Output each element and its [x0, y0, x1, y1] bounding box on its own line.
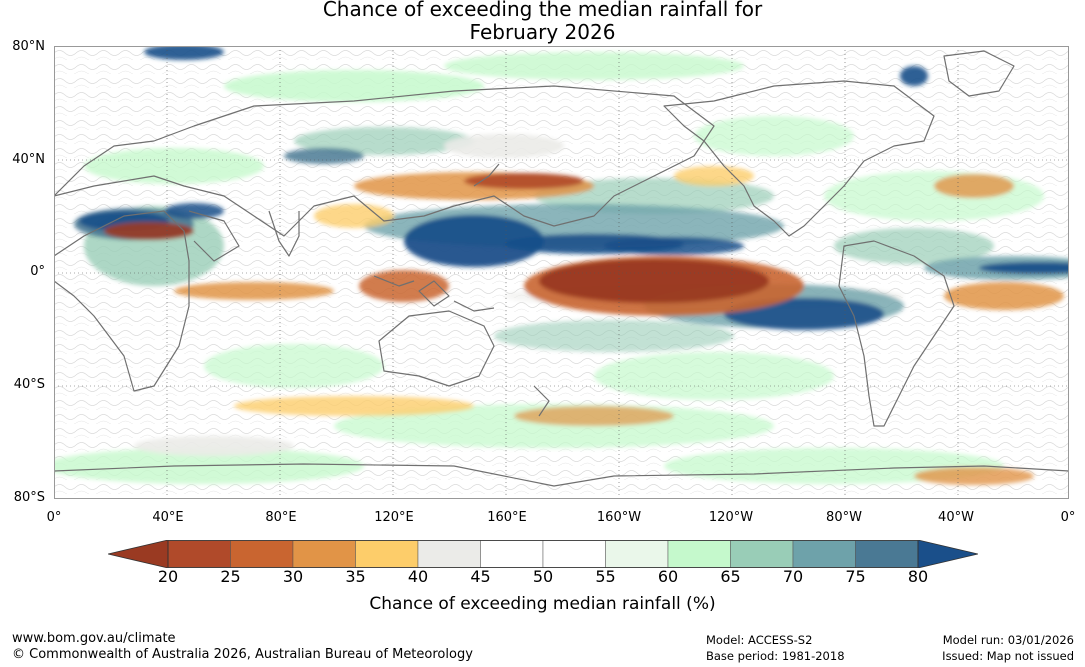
colorbar-tick-label: 50: [532, 567, 554, 586]
model-name: Model: ACCESS-S2: [706, 633, 813, 647]
colorbar-swatch: [355, 540, 419, 568]
lon-label-0: 0°: [46, 510, 62, 525]
lon-label-40e: 40°E: [152, 510, 184, 525]
lat-label-equator: 0°: [30, 264, 45, 279]
lat-label-80n: 80°N: [12, 39, 45, 54]
colorbar-swatch: [605, 540, 669, 568]
colorbar-swatch: [855, 540, 919, 568]
colorbar-swatch: [230, 540, 294, 568]
map-title-line1: Chance of exceeding the median rainfall …: [322, 0, 763, 21]
colorbar-tick-label: 75: [845, 567, 866, 586]
lon-label-120e: 120°E: [374, 510, 414, 525]
colorbar-arrow-high: [917, 540, 978, 568]
lon-label-160w: 160°W: [596, 510, 642, 525]
colorbar-arrow-low: [108, 540, 169, 568]
lon-label-80w: 80°W: [826, 510, 862, 525]
lon-label-80e: 80°E: [265, 510, 297, 525]
colorbar-swatch: [792, 540, 856, 568]
colorbar-tick-label: 40: [407, 567, 429, 586]
colorbar-tick-label: 25: [220, 567, 241, 586]
colorbar-swatch: [417, 540, 481, 568]
colorbar-tick-label: 60: [657, 567, 679, 586]
colorbar-swatch: [292, 540, 356, 568]
colorbar-tick-label: 80: [907, 567, 929, 586]
lat-label-40n: 40°N: [12, 152, 45, 167]
issued-status: Issued: Map not issued: [942, 649, 1074, 663]
colorbar-swatch: [480, 540, 544, 568]
model-run-date: Model run: 03/01/2026: [942, 633, 1074, 647]
map-title-line2: February 2026: [469, 20, 616, 44]
colorbar-swatch: [542, 540, 606, 568]
colorbar-tick-label: 30: [282, 567, 304, 586]
colorbar-swatch: [167, 540, 231, 568]
colorbar-swatch: [667, 540, 731, 568]
colorbar-tick-label: 55: [595, 567, 616, 586]
colorbar-label: Chance of exceeding median rainfall (%): [369, 594, 716, 614]
colorbar: [108, 540, 978, 568]
lat-label-80s: 80°S: [13, 490, 45, 505]
colorbar-swatch: [730, 540, 794, 568]
lat-label-40s: 40°S: [13, 377, 45, 392]
coastlines: [54, 50, 1069, 487]
lon-label-120w: 120°W: [708, 510, 754, 525]
lon-label-0-east: 0°: [1060, 510, 1076, 525]
base-period: Base period: 1981-2018: [706, 649, 845, 663]
website-link[interactable]: www.bom.gov.au/climate: [12, 631, 176, 646]
lon-label-40w: 40°W: [938, 510, 974, 525]
colorbar-tick-label: 70: [782, 567, 804, 586]
colorbar-tick-label: 45: [470, 567, 491, 586]
lon-label-160e: 160°E: [487, 510, 527, 525]
map-svg: [54, 46, 1069, 499]
colorbar-tick-label: 20: [157, 567, 179, 586]
colorbar-tick-label: 65: [720, 567, 741, 586]
copyright-text: © Commonwealth of Australia 2026, Austra…: [12, 647, 473, 662]
probability-field: [54, 46, 1069, 485]
colorbar-tick-label: 35: [345, 567, 366, 586]
rainfall-probability-map: [54, 46, 1069, 499]
